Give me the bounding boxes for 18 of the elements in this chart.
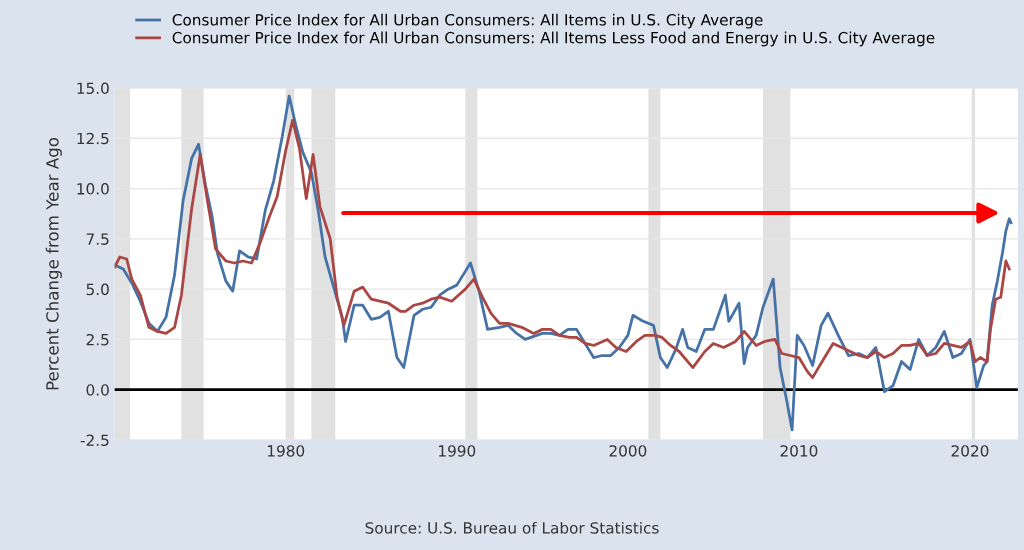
x-tick-label: 1980 (267, 445, 305, 457)
legend-label: Consumer Price Index for All Urban Consumers: All Items in U.S. City Average (172, 13, 763, 29)
y-tick-label: 5.0 (86, 283, 109, 296)
y-tick-label: 0.0 (86, 384, 109, 396)
x-tick-label: 2020 (951, 445, 989, 457)
y-axis-title: Percent Change from Year Ago (45, 137, 62, 390)
y-tick-label: 12.5 (77, 132, 109, 145)
x-tick-label: 1990 (439, 445, 476, 457)
y-tick-label: 7.5 (86, 233, 109, 245)
y-tick-label: -2.5 (80, 434, 109, 447)
y-tick-label: 10.0 (77, 183, 109, 195)
y-tick-label: 15.0 (77, 82, 109, 95)
x-tick-label: 2010 (780, 445, 818, 457)
source-note: Source: U.S. Bureau of Labor Statistics (365, 521, 659, 534)
line-series (114, 118, 1011, 380)
y-tick-label: 2.5 (86, 333, 109, 346)
x-tick-label: 2000 (609, 445, 647, 457)
legend-label: Consumer Price Index for All Urban Consumers: All Items Less Food and Energy in U.S. City Average (172, 31, 935, 47)
